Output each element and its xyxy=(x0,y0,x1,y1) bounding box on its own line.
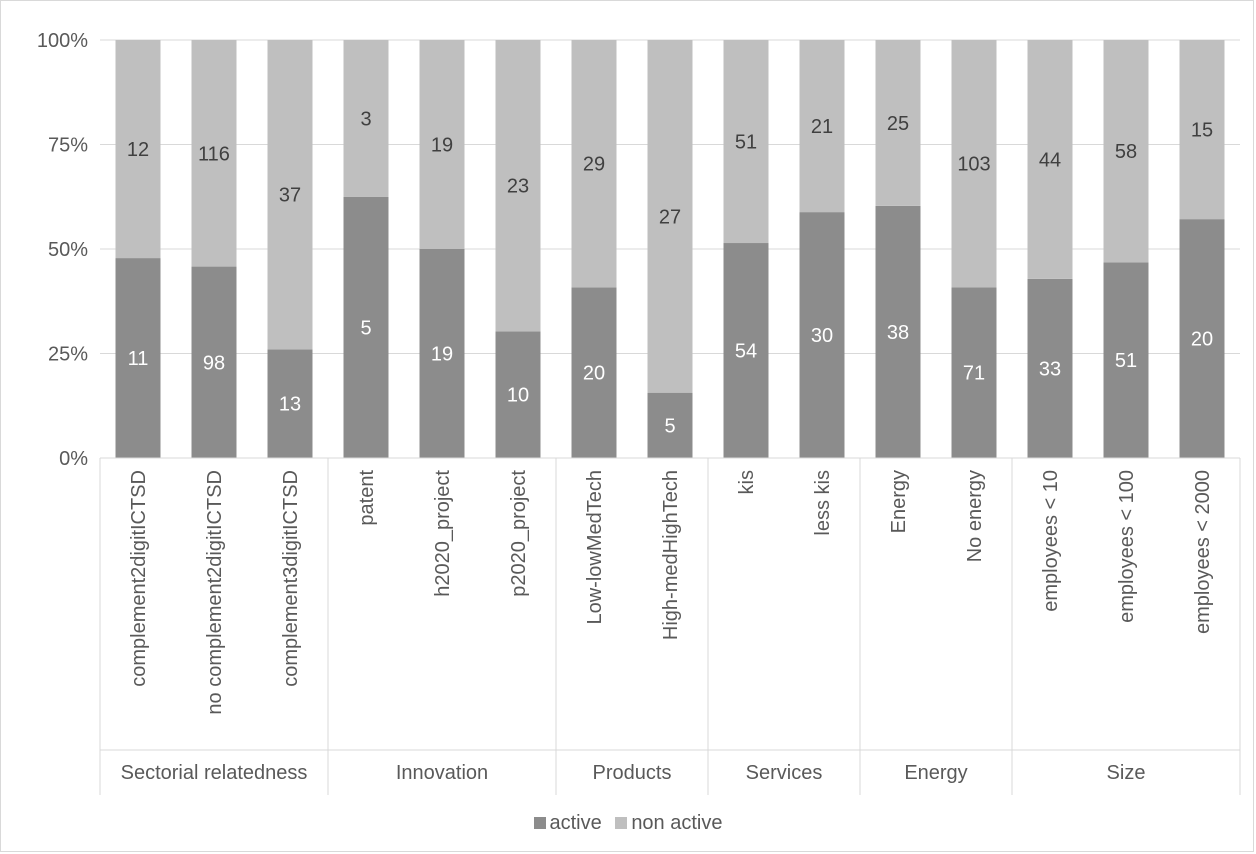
bar-segment-active xyxy=(343,196,389,458)
bar-segment-non-active xyxy=(875,40,921,206)
data-label-non-active: 27 xyxy=(659,206,681,228)
legend-label-non-active: non active xyxy=(631,812,723,834)
x-tick-label: employees < 100 xyxy=(1116,470,1138,623)
data-label-non-active: 3 xyxy=(360,108,371,130)
group-label: Size xyxy=(1107,762,1146,784)
data-label-active: 19 xyxy=(431,344,453,366)
data-label-active: 20 xyxy=(1191,329,1213,351)
bar-segment-active xyxy=(191,266,237,458)
x-tick-label: no complement2digitICTSD xyxy=(204,470,226,715)
data-label-active: 71 xyxy=(963,363,985,385)
y-tick-label: 50% xyxy=(48,239,88,261)
y-tick-label: 100% xyxy=(37,30,88,52)
data-label-active: 5 xyxy=(664,415,675,437)
data-label-active: 20 xyxy=(583,363,605,385)
bar-segment-active xyxy=(495,331,541,458)
x-tick-label: less kis xyxy=(812,470,834,536)
data-label-active: 38 xyxy=(887,322,909,344)
legend-swatch-non-active xyxy=(615,817,628,829)
data-label-non-active: 25 xyxy=(887,113,909,135)
x-tick-label: kis xyxy=(736,470,758,494)
legend-item-non-active: non active xyxy=(615,812,722,835)
data-label-active: 98 xyxy=(203,352,225,374)
bar-segment-non-active xyxy=(343,40,389,197)
legend-item-active: active xyxy=(533,812,602,835)
data-label-non-active: 12 xyxy=(127,139,149,161)
y-tick-label: 25% xyxy=(48,344,88,366)
group-label: Sectorial relatedness xyxy=(121,762,308,784)
bar-segment-non-active xyxy=(191,40,237,267)
data-label-active: 11 xyxy=(128,348,149,370)
data-label-active: 30 xyxy=(811,325,833,347)
bar-segment-active xyxy=(951,287,997,458)
bar-segment-non-active xyxy=(115,40,161,259)
x-tick-label: patent xyxy=(356,470,378,526)
x-tick-label: p2020_project xyxy=(508,470,530,597)
x-tick-label: employees < 2000 xyxy=(1192,470,1214,634)
bar-segment-non-active xyxy=(723,40,769,244)
x-tick-label: Energy xyxy=(888,470,910,533)
bar-segment-active xyxy=(723,243,769,458)
legend-swatch-active xyxy=(533,817,546,829)
data-label-non-active: 19 xyxy=(431,135,453,157)
bar-segment-non-active xyxy=(267,40,313,350)
bar-segment-non-active xyxy=(571,40,617,288)
x-tick-label: No energy xyxy=(964,470,986,562)
bar-segment-active xyxy=(1103,262,1149,458)
data-label-non-active: 116 xyxy=(198,143,230,165)
data-label-active: 54 xyxy=(735,341,757,363)
data-label-non-active: 103 xyxy=(957,154,990,176)
data-label-active: 10 xyxy=(507,385,529,407)
y-tick-label: 75% xyxy=(48,135,88,157)
bar-segment-active xyxy=(419,249,465,458)
group-label: Services xyxy=(746,762,823,784)
data-label-active: 5 xyxy=(360,317,371,339)
x-tick-label: employees < 10 xyxy=(1040,470,1062,612)
bar-segment-active xyxy=(571,287,617,458)
data-label-non-active: 21 xyxy=(811,116,833,138)
bar-segment-non-active xyxy=(419,40,465,249)
x-tick-label: h2020_project xyxy=(432,470,454,597)
y-tick-label: 0% xyxy=(59,448,88,470)
bar-segment-non-active xyxy=(1027,40,1073,279)
bar-segment-active xyxy=(267,349,313,458)
data-label-non-active: 23 xyxy=(507,176,529,198)
data-label-non-active: 29 xyxy=(583,154,605,176)
bar-segment-active xyxy=(115,258,161,458)
data-label-non-active: 51 xyxy=(735,132,757,154)
group-label: Innovation xyxy=(396,762,488,784)
x-tick-label: complement3digitICTSD xyxy=(280,470,302,687)
bar-segment-active xyxy=(1027,278,1073,458)
data-label-non-active: 58 xyxy=(1115,141,1137,163)
bar-segment-active xyxy=(1179,219,1225,458)
bar-segment-non-active xyxy=(951,40,997,288)
bar-segment-non-active xyxy=(1103,40,1149,263)
data-label-active: 51 xyxy=(1115,350,1137,372)
bar-segment-active xyxy=(647,392,693,458)
group-label: Products xyxy=(593,762,672,784)
bar-segment-non-active xyxy=(495,40,541,332)
bar-segment-non-active xyxy=(799,40,845,213)
group-label: Energy xyxy=(904,762,967,784)
x-tick-label: High-medHighTech xyxy=(660,470,682,640)
data-label-active: 13 xyxy=(279,394,301,416)
bar-segment-non-active xyxy=(647,40,693,393)
x-tick-label: Low-lowMedTech xyxy=(584,470,606,625)
data-label-active: 33 xyxy=(1039,358,1061,380)
x-tick-label: complement2digitICTSD xyxy=(128,470,150,687)
bar-segment-active xyxy=(875,205,921,458)
data-label-non-active: 15 xyxy=(1191,120,1213,142)
data-label-non-active: 37 xyxy=(279,185,301,207)
legend-label-active: active xyxy=(549,812,602,834)
bar-segment-non-active xyxy=(1179,40,1225,220)
bar-segment-active xyxy=(799,212,845,458)
data-label-non-active: 44 xyxy=(1039,149,1061,171)
legend: active non active xyxy=(0,812,1256,835)
